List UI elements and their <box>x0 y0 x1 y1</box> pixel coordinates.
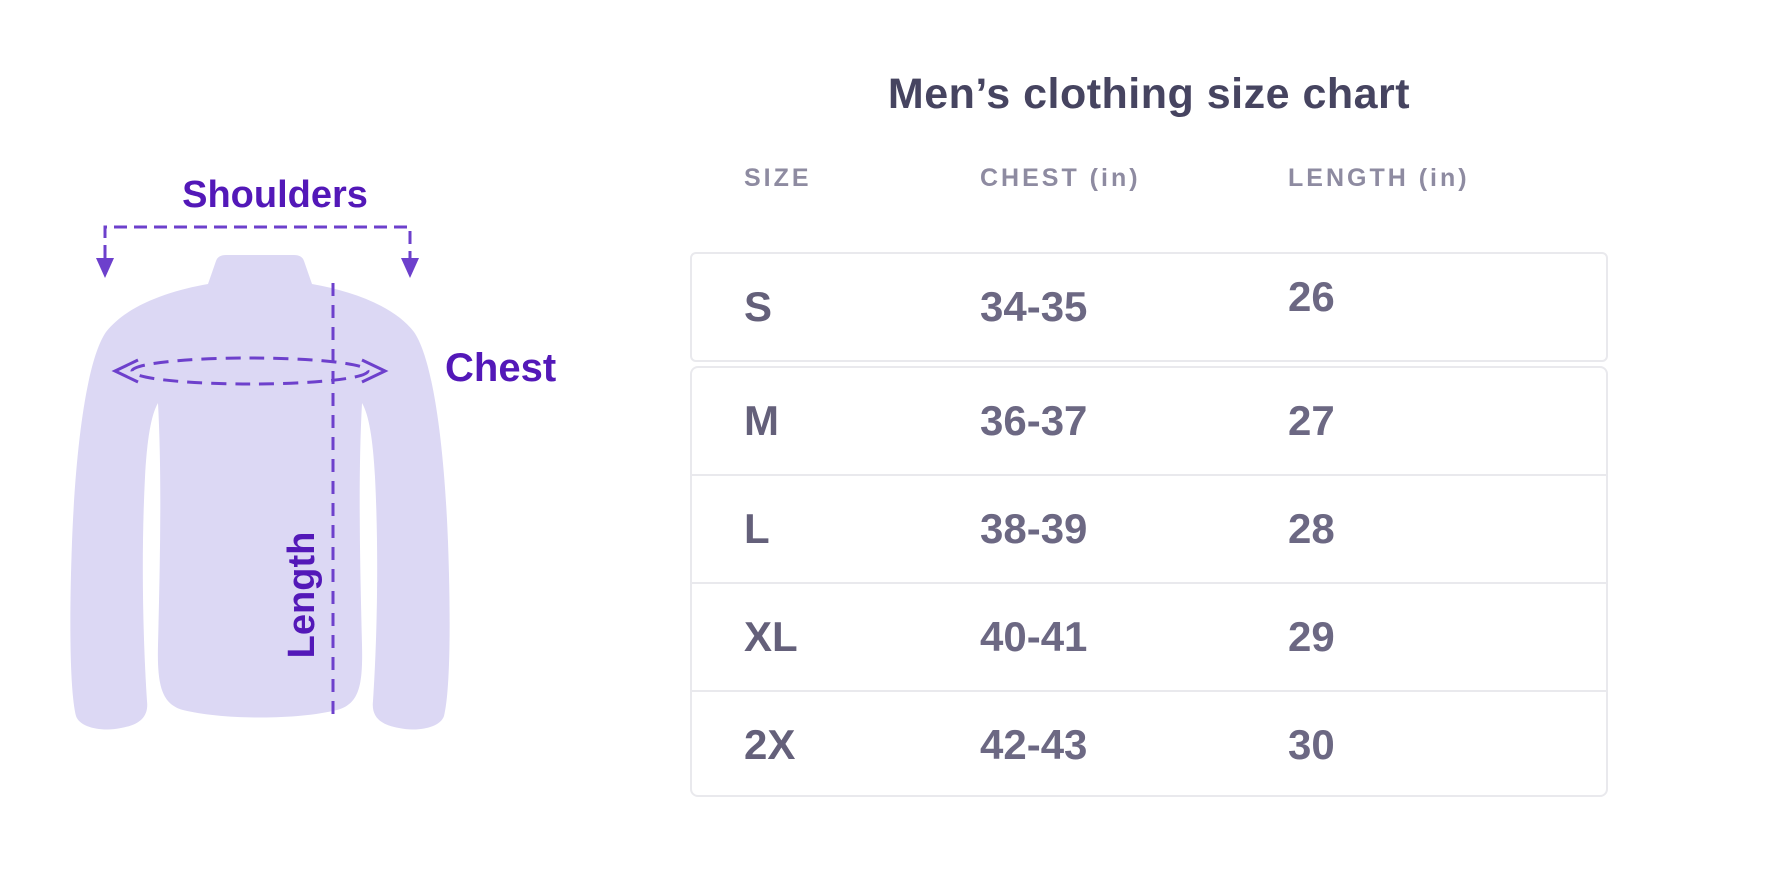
shoulders-bracket-line <box>103 225 412 258</box>
cell-chest: 34-35 <box>980 283 1088 330</box>
column-header-length: LENGTH (in) <box>1288 164 1470 192</box>
column-header-chest: CHEST (in) <box>980 164 1141 192</box>
cell-length: 30 <box>1288 721 1335 768</box>
table-title: Men’s clothing size chart <box>887 70 1411 118</box>
shirt-diagram <box>70 225 450 730</box>
table-row: XL 40-41 29 <box>692 584 1606 692</box>
size-table-section: Men’s clothing size chart SIZE CHEST (in… <box>690 0 1608 891</box>
chest-ellipse-line <box>130 356 370 386</box>
cell-chest: 36-37 <box>980 397 1088 444</box>
cell-chest: 38-39 <box>980 505 1088 552</box>
chest-arrow-right-icon <box>361 358 389 384</box>
table-row: 2X 42-43 30 <box>692 692 1606 798</box>
cell-length: 27 <box>1288 397 1335 444</box>
cell-chest: 40-41 <box>980 613 1088 660</box>
table-row: S 34-35 26 <box>692 254 1606 360</box>
length-label: Length <box>281 531 323 659</box>
cell-size: XL <box>744 613 798 660</box>
table-row: M 36-37 27 <box>692 368 1606 476</box>
size-row-card-s: S 34-35 26 <box>690 252 1608 362</box>
chest-label: Chest <box>445 346 557 390</box>
table-row: L 38-39 28 <box>692 476 1606 584</box>
cell-size: L <box>744 505 770 552</box>
cell-length: 29 <box>1288 613 1335 660</box>
size-rows-card: M 36-37 27 L 38-39 28 XL 40-41 29 2X 42-… <box>690 366 1608 797</box>
cell-chest: 42-43 <box>980 721 1088 768</box>
shoulders-arrow-left-icon <box>96 258 114 278</box>
cell-size: S <box>744 283 773 330</box>
chest-arrow-left-icon <box>111 358 139 384</box>
shoulders-label: Shoulders <box>182 174 368 216</box>
cell-length: 26 <box>1288 273 1335 320</box>
cell-size: M <box>744 397 779 444</box>
cell-length: 28 <box>1288 505 1335 552</box>
column-header-size: SIZE <box>744 164 812 192</box>
cell-size: 2X <box>744 721 796 768</box>
shirt-illustration <box>70 255 450 730</box>
shoulders-arrow-right-icon <box>401 258 419 278</box>
